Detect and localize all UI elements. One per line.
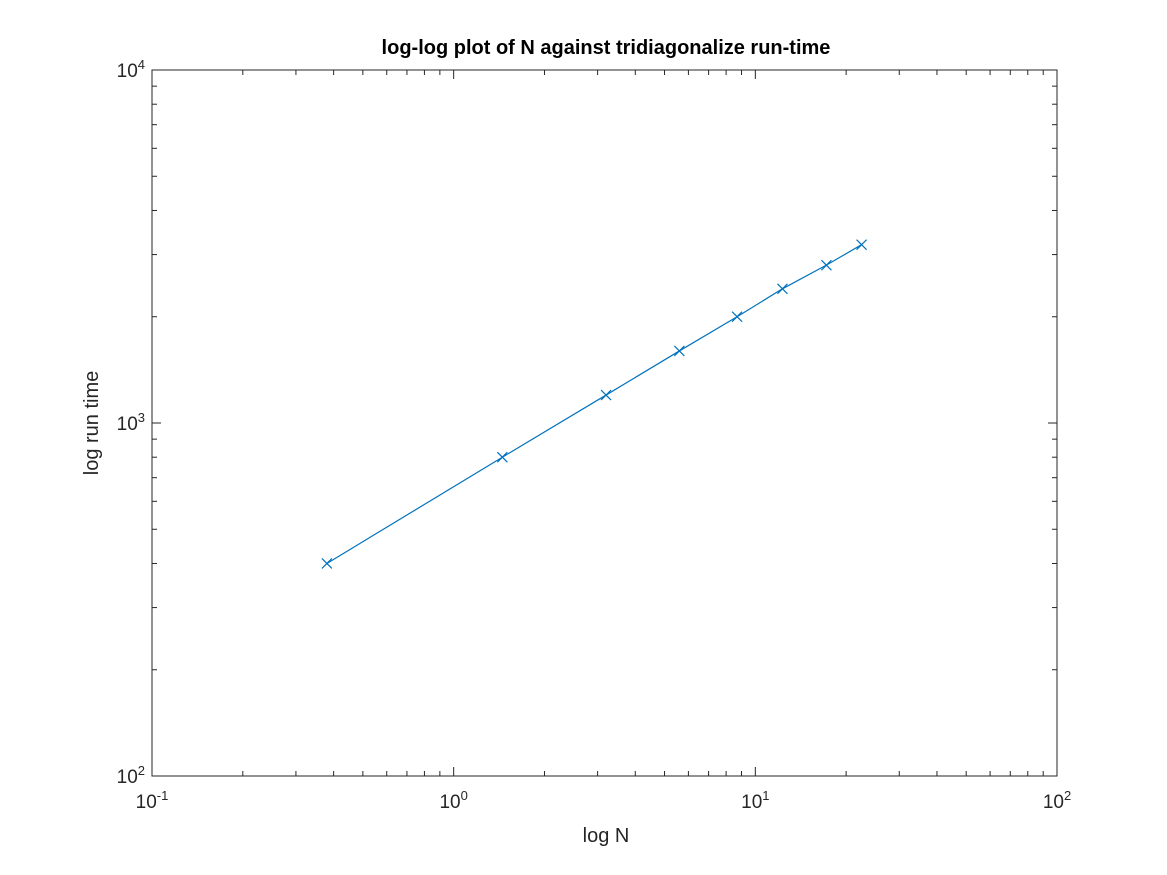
x-tick-labels: 10-1 100 101 102 [136,788,1072,813]
data-point-marker [321,558,333,569]
data-point-marker [600,389,612,401]
x-tick-label: 102 [1043,788,1071,813]
data-point-marker [731,311,743,323]
y-tick-label: 103 [117,410,145,435]
y-axis-label: log run time [81,371,103,476]
x-axis-label: log N [583,825,630,847]
data-point-marker [496,451,508,463]
minor-ticks [152,70,1057,776]
y-tick-labels: 102 103 104 [117,57,145,788]
data-point-marker [856,239,867,251]
y-tick-label: 102 [117,763,145,788]
series-layer [321,239,867,569]
data-point-marker [673,345,685,357]
x-tick-label: 100 [439,788,467,813]
data-point-marker [777,283,788,295]
y-tick-label: 104 [117,57,145,82]
plot-area-frame [151,69,1058,777]
series-line [326,244,862,564]
x-tick-label: 101 [741,788,769,813]
chart-title: log-log plot of N against tridiagonalize… [382,37,831,59]
x-tick-label: 10-1 [136,788,169,813]
data-point-marker [820,259,832,271]
